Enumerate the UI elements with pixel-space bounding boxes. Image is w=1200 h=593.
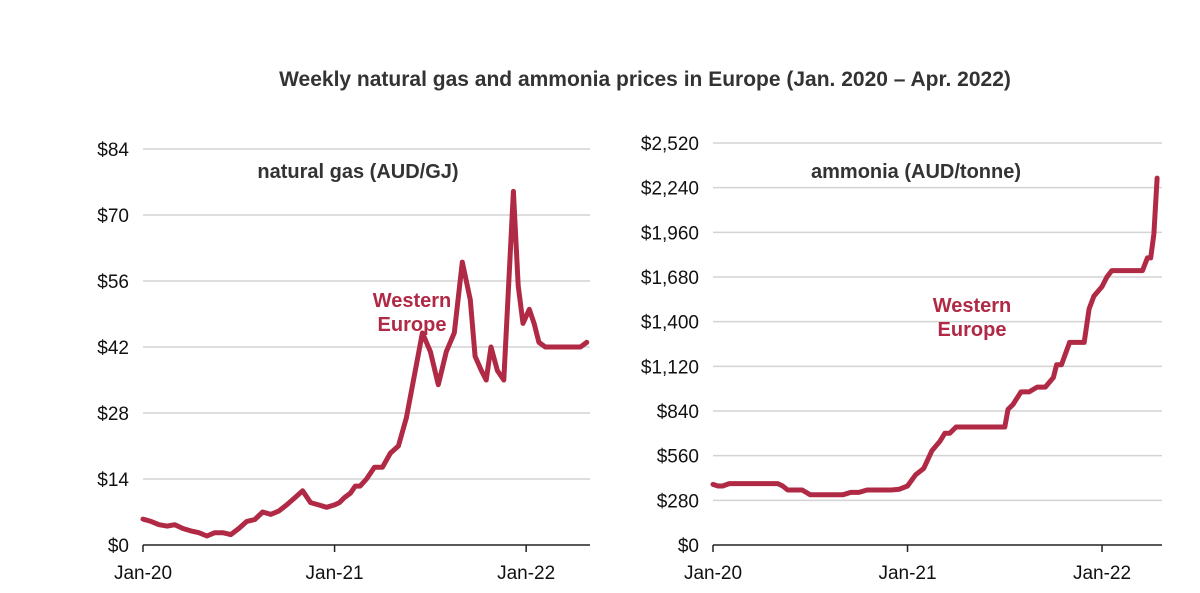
ammonia-series-label-line: Europe — [938, 319, 1007, 341]
natural-gas-x-tick-label: Jan-21 — [306, 563, 364, 584]
natural-gas-y-tick-label: $70 — [97, 206, 129, 227]
natural-gas-y-tick-label: $42 — [97, 338, 129, 359]
ammonia-panel-title: ammonia (AUD/tonne) — [811, 161, 1021, 183]
ammonia-series-line — [710, 175, 1160, 498]
ammonia-y-tick-label: $2,240 — [641, 179, 699, 200]
ammonia-y-tick-label: $840 — [657, 402, 699, 423]
natural-gas-y-tick-label: $14 — [97, 470, 129, 491]
ammonia-series-label: Western Europe — [933, 295, 1012, 341]
natural-gas-series-label-line: Western — [373, 290, 452, 312]
ammonia-series-label-line: Western — [933, 295, 1012, 317]
ammonia-y-tick-label: $1,120 — [641, 357, 699, 378]
natural-gas-x-tick-label: Jan-22 — [497, 563, 555, 584]
ammonia-y-tick-label: $1,680 — [641, 268, 699, 289]
natural-gas-y-tick-label: $84 — [97, 140, 129, 161]
ammonia-y-tick-label: $280 — [657, 491, 699, 512]
ammonia-panel: ammonia (AUD/tonne) $0 $280 $560 $840 $1,120… — [641, 134, 1162, 584]
chart-title: Weekly natural gas and ammonia prices in… — [279, 68, 1011, 91]
natural-gas-y-tick-label: $56 — [97, 272, 129, 293]
ammonia-y-tick-label: $0 — [678, 536, 699, 557]
ammonia-y-tick-label: $1,960 — [641, 223, 699, 244]
natural-gas-series-line — [140, 188, 590, 539]
natural-gas-y-tick-label: $0 — [108, 536, 129, 557]
natural-gas-series-label-line: Europe — [378, 314, 447, 336]
ammonia-x-tick-label: Jan-22 — [1073, 563, 1131, 584]
ammonia-x-tick-label: Jan-20 — [684, 563, 742, 584]
ammonia-y-tick-label: $1,400 — [641, 313, 699, 334]
natural-gas-x-tick-label: Jan-20 — [114, 563, 172, 584]
natural-gas-panel: natural gas (AUD/GJ) $0 $14 $28 $42 $56 $70 $8… — [97, 140, 590, 584]
natural-gas-y-tick-label: $28 — [97, 404, 129, 425]
ammonia-x-tick-label: Jan-21 — [878, 563, 936, 584]
natural-gas-series-label: Western Europe — [373, 290, 452, 336]
natural-gas-panel-title: natural gas (AUD/GJ) — [257, 161, 458, 183]
ammonia-y-tick-label: $2,520 — [641, 134, 699, 155]
ammonia-y-tick-label: $560 — [657, 447, 699, 468]
